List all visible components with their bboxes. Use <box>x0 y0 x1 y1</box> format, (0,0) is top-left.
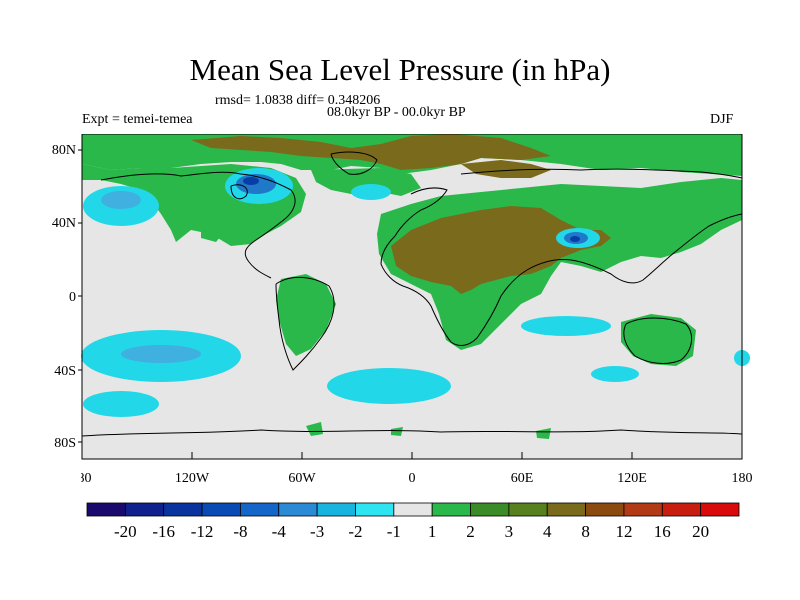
antarctica-coast <box>81 429 743 437</box>
colorbar-label: -2 <box>348 522 362 541</box>
north-pacific-blue-core <box>101 191 141 209</box>
canada-dark-core <box>243 177 259 185</box>
south-america-coast <box>275 277 335 371</box>
colorbar-label: 1 <box>428 522 437 541</box>
experiment-label: Expt = temei-temea <box>82 112 193 127</box>
colorbar-label: -12 <box>191 522 214 541</box>
colorbar-label: -20 <box>114 522 137 541</box>
north-atlantic-negative <box>351 184 391 200</box>
colorbar-label: 12 <box>615 522 632 541</box>
colorbar-labels: -20 -16 -12 -8 -4 -3 -2 -1 1 2 3 4 8 12 16 20 <box>114 522 709 541</box>
colorbar-swatch <box>86 502 126 517</box>
y-axis: 80N 40N 0 40S 80S <box>52 143 82 451</box>
colorbar-swatch <box>470 502 510 517</box>
colorbar-swatch <box>201 502 241 517</box>
colorbar-label: -16 <box>152 522 175 541</box>
map-plot: 180 120W 60W 0 60E 120E 180 <box>81 134 753 484</box>
australia-coast <box>623 317 693 364</box>
eurasia-africa-olive <box>391 206 611 294</box>
colorbar-swatch <box>278 502 318 517</box>
x-tick-label: 180 <box>81 471 92 484</box>
antarctica-green-2 <box>536 428 551 439</box>
coastlines <box>81 151 743 437</box>
x-tick-label: 120W <box>175 471 210 484</box>
colorbar-swatch <box>431 502 471 517</box>
colorbar-label: 20 <box>692 522 709 541</box>
indian-ocean-negative <box>521 316 611 336</box>
x-tick-label: 0 <box>409 471 416 484</box>
colorbar-swatch <box>393 502 433 517</box>
x-tick-label: 60E <box>511 471 534 484</box>
greenland-coast <box>330 151 378 175</box>
north-america-coast <box>100 171 296 279</box>
arctic-coast <box>460 168 743 179</box>
south-indian-negative <box>591 366 639 382</box>
y-tick-label: 80N <box>52 143 76 158</box>
x-tick-label: 120E <box>617 471 647 484</box>
australia-green <box>621 314 696 366</box>
arctic-olive-region <box>191 134 551 170</box>
colorbar-swatches <box>86 502 740 517</box>
colorbar-label: 4 <box>543 522 552 541</box>
colorbar: -20 -16 -12 -8 -4 -3 -2 -1 1 2 3 4 8 12 16 20 <box>86 502 740 541</box>
colorbar-swatch <box>355 502 395 517</box>
colorbar-label: 16 <box>654 522 671 541</box>
map-field <box>81 134 750 459</box>
y-tick-label: 40N <box>52 216 76 231</box>
hudson-coast <box>230 184 248 200</box>
asia-coast <box>526 213 743 284</box>
siberia-olive <box>461 160 551 178</box>
south-pacific-blue-core <box>121 345 201 363</box>
season-label: DJF <box>710 112 734 127</box>
period-label: 08.0kyr BP - 00.0kyr BP <box>327 105 466 120</box>
south-america-green <box>276 274 336 356</box>
colorbar-swatch <box>163 502 203 517</box>
europe-africa-coast <box>380 187 528 346</box>
y-tick-label: 40S <box>54 364 76 379</box>
stats-label: rmsd= 1.0838 diff= 0.348206 <box>215 93 381 108</box>
southern-ocean-negative <box>83 391 159 417</box>
y-tick-label: 80S <box>54 436 76 451</box>
colorbar-label: 3 <box>505 522 513 541</box>
tibet-dark-core <box>570 236 580 242</box>
colorbar-swatch <box>661 502 702 517</box>
colorbar-swatch <box>700 502 740 517</box>
x-tick-label: 180 <box>732 471 753 484</box>
colorbar-swatch <box>240 502 280 517</box>
colorbar-swatch <box>316 502 356 517</box>
x-axis: 180 120W 60W 0 60E 120E 180 <box>81 452 753 484</box>
colorbar-swatch <box>508 502 548 517</box>
colorbar-swatch <box>124 502 165 517</box>
pacific-green-patch <box>201 216 226 242</box>
antarctica-green-1 <box>306 422 323 436</box>
colorbar-label: -8 <box>233 522 247 541</box>
south-atlantic-negative <box>327 368 451 404</box>
north-atlantic-green <box>311 168 421 196</box>
colorbar-swatch <box>623 502 663 517</box>
y-tick-label: 0 <box>69 290 76 305</box>
colorbar-label: -3 <box>310 522 324 541</box>
antarctica-green-3 <box>391 427 403 436</box>
colorbar-label: -1 <box>387 522 401 541</box>
x-tick-label: 60W <box>288 471 316 484</box>
colorbar-swatch <box>585 502 625 517</box>
colorbar-label: -4 <box>272 522 287 541</box>
colorbar-label: 8 <box>581 522 590 541</box>
colorbar-swatch <box>546 502 586 517</box>
colorbar-label: 2 <box>466 522 475 541</box>
chart-title: Mean Sea Level Pressure (in hPa) <box>189 52 611 87</box>
